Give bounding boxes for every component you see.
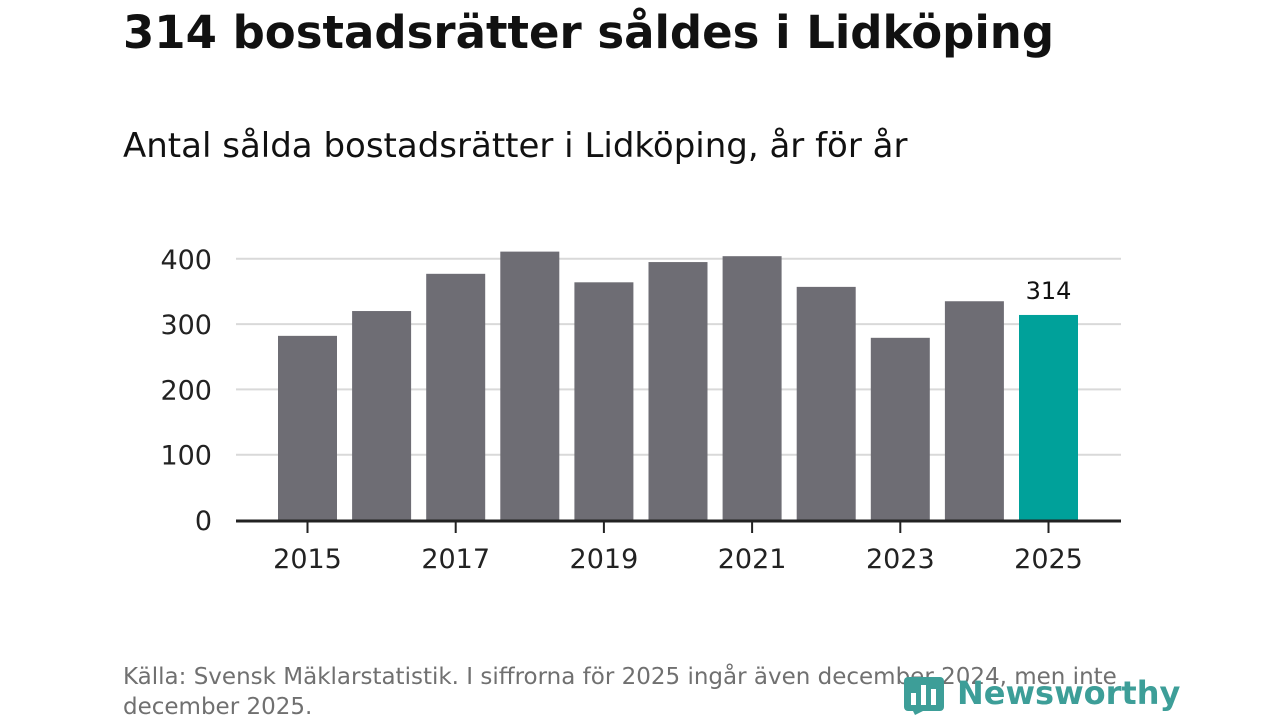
x-tick-label-2017: 2017: [421, 544, 490, 575]
chart-subtitle: Antal sålda bostadsrätter i Lidköping, å…: [123, 126, 908, 166]
chart-title: 314 bostadsrätter såldes i Lidköping: [123, 6, 1055, 59]
x-tick-label-2015: 2015: [273, 544, 342, 575]
bar-2016: [352, 311, 412, 520]
x-tick-label-2019: 2019: [570, 544, 639, 575]
bar-2024: [944, 301, 1004, 520]
bar-2020: [648, 262, 708, 520]
bar-2019: [574, 282, 634, 520]
brand-name: Newsworthy: [957, 674, 1181, 712]
y-tick-label-0: 0: [195, 506, 212, 537]
y-tick-label-200: 200: [160, 375, 212, 406]
bar-2021: [722, 256, 782, 520]
data-label-2025: 314: [1026, 277, 1072, 305]
x-tick-label-2021: 2021: [718, 544, 787, 575]
bar-2015: [278, 335, 337, 520]
bar-2025: [1019, 314, 1078, 520]
bar-2017: [426, 273, 486, 520]
y-tick-label-100: 100: [160, 441, 212, 472]
source-note: Källa: Svensk Mäklarstatistik. I siffror…: [123, 664, 1117, 720]
x-tick-label-2025: 2025: [1014, 544, 1083, 575]
x-tick-label-2023: 2023: [866, 544, 935, 575]
bar-2022: [796, 286, 856, 520]
bar-2018: [500, 251, 560, 520]
bar-chart-logo-icon: [904, 677, 944, 715]
y-tick-label-400: 400: [160, 245, 212, 276]
y-tick-label-300: 300: [160, 310, 212, 341]
bar-2023: [870, 337, 930, 520]
newsworthy-logo: Newsworthy: [903, 668, 1180, 718]
